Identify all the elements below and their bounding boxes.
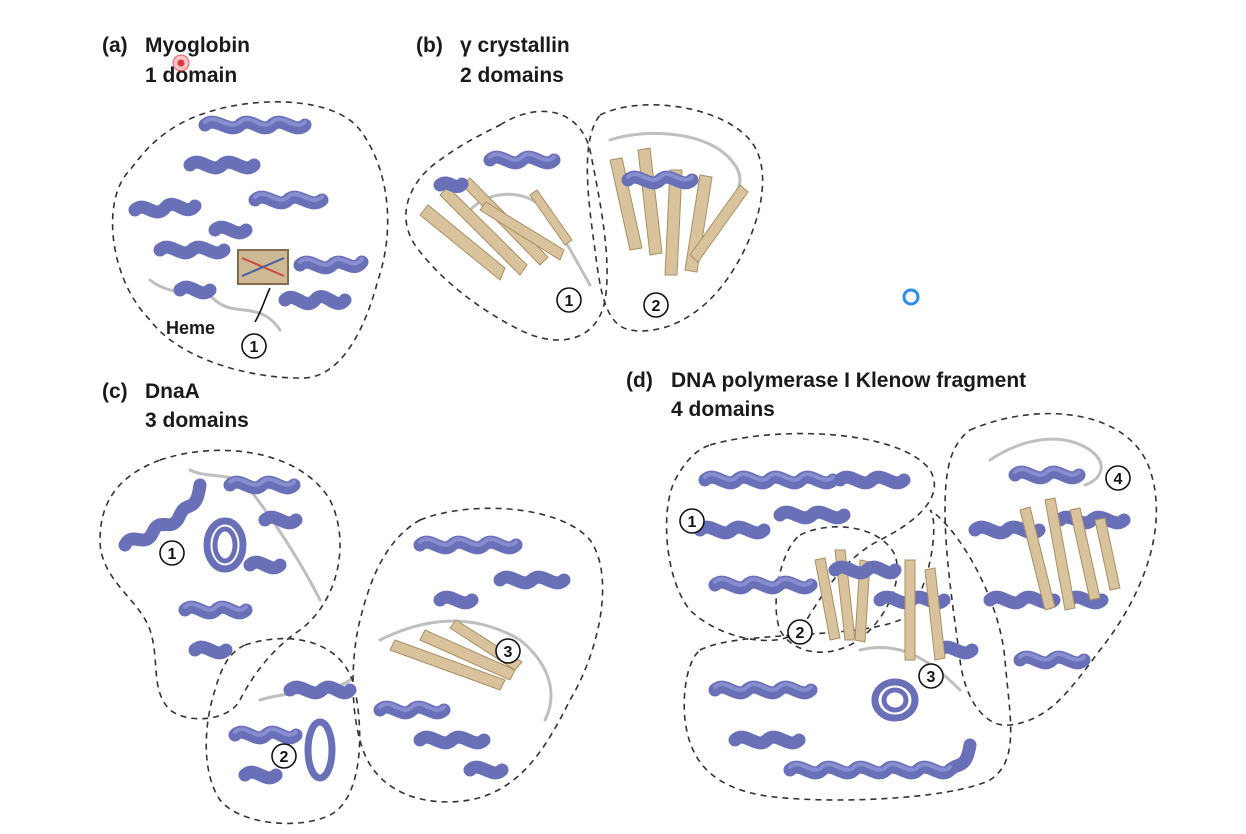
panel-c-label: (c) [102,380,128,403]
panel-a-domains: 1 domain [145,64,237,87]
panel-a-label: (a) [102,34,128,57]
svg-text:2: 2 [796,625,805,642]
cursor-indicator-red [172,54,190,72]
svg-text:1: 1 [168,546,177,563]
panel-d-domains: 4 domains [671,398,775,421]
panel-c-domain-3-boundary [352,507,604,803]
panel-d: (d) DNA polymerase I Klenow fragment 4 d… [626,369,1158,801]
panel-d-label: (d) [626,369,653,392]
panel-d-domain-3-structure [708,559,979,780]
panel-d-domain-1-structure [693,470,911,595]
svg-text:3: 3 [927,669,936,686]
panel-c-name: DnaA [145,380,200,403]
panel-d-domain-4-marker: 4 [1105,465,1131,491]
panel-b-label: (b) [416,34,443,57]
svg-text:1: 1 [688,514,697,531]
heme-pointer-line [254,287,271,323]
panel-d-domain-3-boundary [683,509,1012,801]
panel-a-name: Myoglobin [145,34,250,57]
panel-b-domain-1-structure [419,150,592,287]
panel-b-domains: 2 domains [460,64,564,87]
panel-b-domain-1-marker: 1 [556,287,582,313]
panel-c-domain-3-structure [373,535,571,780]
svg-text:2: 2 [280,749,289,766]
panel-c-domain-2-boundary [205,637,361,825]
panel-a-myoglobin-structure [128,115,369,332]
panel-d-domain-2-structure [814,549,902,643]
svg-text:1: 1 [250,339,259,356]
panel-d-name: DNA polymerase I Klenow fragment [671,369,1026,392]
panel-b-domain-2-structure [608,132,749,276]
panel-c-domain-1-structure [118,468,322,660]
panel-c-domains: 3 domains [145,409,249,432]
panel-a: (a) Myoglobin 1 domain Heme [102,34,389,379]
heme-label: Heme [166,318,215,338]
panel-d-domain-3-marker: 3 [918,663,944,689]
panel-b-name: γ crystallin [460,34,570,57]
panel-c-domain-3-marker: 3 [495,638,521,664]
panel-c-domain-1-boundary [99,449,341,720]
panel-d-domain-1-marker: 1 [679,508,705,534]
svg-text:2: 2 [652,298,661,315]
panel-b-domain-2-boundary [586,104,764,332]
svg-text:3: 3 [504,644,513,661]
panel-b-domain-2-marker: 2 [643,292,669,318]
panel-c-domain-2-structure [228,678,357,785]
panel-d-domain-1-boundary [665,432,936,642]
cursor-indicator-blue [902,288,920,306]
panel-a-domain-boundary [111,101,389,379]
panel-d-domain-4-structure [968,437,1131,670]
panel-d-domain-2-marker: 2 [787,619,813,645]
heme-group [237,249,289,285]
svg-text:1: 1 [565,293,574,310]
panel-c: (c) DnaA 3 domains [99,380,604,825]
panel-b-domain-1-boundary [405,110,608,341]
svg-text:4: 4 [1114,471,1123,488]
panel-c-domain-1-marker: 1 [159,540,185,566]
panel-d-domain-2-boundary [775,526,898,653]
panel-b: (b) γ crystallin 2 domains [405,34,764,341]
panel-a-domain-1-marker: 1 [241,333,267,359]
panel-c-domain-2-marker: 2 [271,743,297,769]
panel-d-domain-4-boundary [944,412,1158,726]
